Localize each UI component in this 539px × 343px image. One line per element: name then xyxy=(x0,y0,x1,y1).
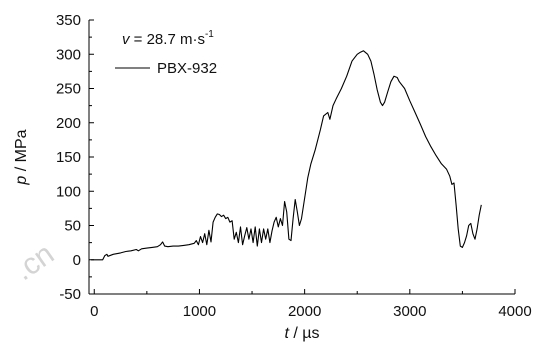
annotation-sup: -1 xyxy=(205,29,214,40)
x-axis-unit: / µs xyxy=(289,325,320,342)
y-tick-label-0: 0 xyxy=(73,252,81,269)
y-tick-label-350: 350 xyxy=(56,12,81,29)
y-tick-label-250: 250 xyxy=(56,81,81,98)
annotation-text: = 28.7 m·s xyxy=(130,31,205,48)
y-tick-label-150: 150 xyxy=(56,149,81,166)
x-tick-label-2000: 2000 xyxy=(288,303,321,320)
y-tick-label-50: 50 xyxy=(64,218,81,235)
x-axis-title: t / µs xyxy=(284,325,319,342)
y-tick-label-200: 200 xyxy=(56,115,81,132)
annotation-var: v xyxy=(122,31,131,48)
x-axis-var: t xyxy=(284,325,289,342)
y-tick-label-100: 100 xyxy=(56,183,81,200)
watermark: .cn xyxy=(8,237,60,287)
y-axis-unit: / MPa xyxy=(13,129,30,175)
x-tick-label-1000: 1000 xyxy=(183,303,216,320)
legend: v = 28.7 m·s-1 PBX-932 xyxy=(115,29,217,77)
y-axis-var: p xyxy=(13,176,30,186)
x-tick-label-4000: 4000 xyxy=(498,303,531,320)
series-layer xyxy=(91,50,482,261)
x-tick-label-3000: 3000 xyxy=(393,303,426,320)
y-tick-label-300: 300 xyxy=(56,46,81,63)
legend-label: PBX-932 xyxy=(157,60,217,77)
plot-area: -50 0 50 100 150 200 250 300 350 0 1000 2000 3000 400… xyxy=(56,12,532,320)
y-tick-label--50: -50 xyxy=(59,286,81,303)
x-tick-label-0: 0 xyxy=(90,303,98,320)
axes: -50 0 50 100 150 200 250 300 350 0 1000 2000 3000 400… xyxy=(56,12,532,320)
annotation-velocity: v = 28.7 m·s-1 xyxy=(122,29,214,48)
series-line-0 xyxy=(91,50,482,261)
y-axis-title: p / MPa xyxy=(13,129,30,185)
